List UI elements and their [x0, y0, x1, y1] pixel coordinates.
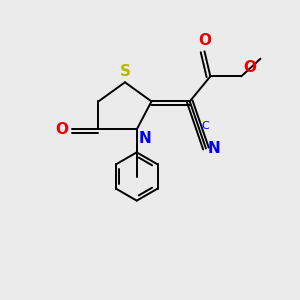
- Text: N: N: [207, 141, 220, 156]
- Text: O: O: [198, 33, 211, 48]
- Text: N: N: [138, 131, 151, 146]
- Text: S: S: [119, 64, 130, 79]
- Text: O: O: [56, 122, 68, 137]
- Text: O: O: [243, 60, 256, 75]
- Text: C: C: [201, 122, 209, 131]
